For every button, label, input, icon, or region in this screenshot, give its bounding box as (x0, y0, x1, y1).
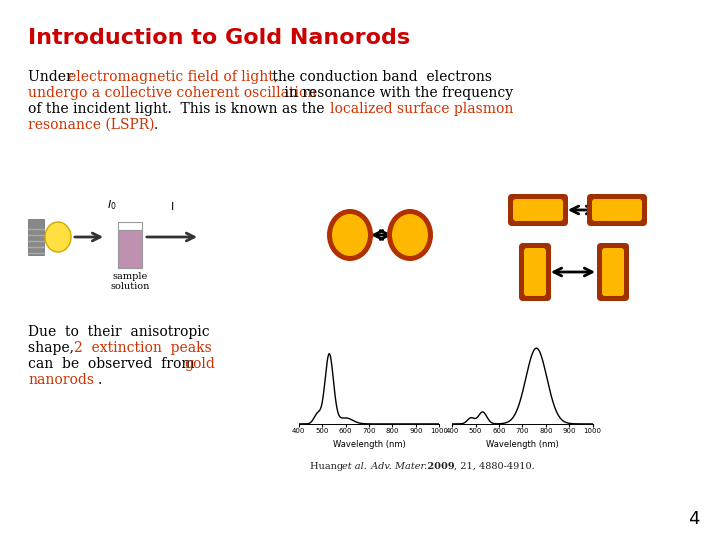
Text: et al.: et al. (342, 462, 367, 471)
Ellipse shape (45, 222, 71, 252)
Text: gold: gold (184, 357, 215, 371)
FancyBboxPatch shape (508, 194, 568, 226)
Text: shape,: shape, (28, 341, 83, 355)
Text: Introduction to Gold Nanorods: Introduction to Gold Nanorods (28, 28, 410, 48)
Bar (118, 222, 142, 230)
Text: nanorods: nanorods (28, 373, 94, 387)
Text: Due  to  their  anisotropic: Due to their anisotropic (28, 325, 210, 339)
Text: the conduction band  electrons: the conduction band electrons (268, 70, 492, 84)
Ellipse shape (327, 209, 373, 261)
FancyBboxPatch shape (519, 243, 551, 301)
Ellipse shape (332, 214, 368, 256)
FancyBboxPatch shape (587, 194, 647, 226)
X-axis label: Wavelength (nm): Wavelength (nm) (333, 440, 405, 449)
Bar (28, 219, 44, 255)
Text: of the incident light.  This is known as the: of the incident light. This is known as … (28, 102, 329, 116)
Text: electromagnetic field of light,: electromagnetic field of light, (68, 70, 278, 84)
X-axis label: Wavelength (nm): Wavelength (nm) (486, 440, 559, 449)
FancyBboxPatch shape (597, 243, 629, 301)
Text: Huang: Huang (310, 462, 346, 471)
Text: , 21, 4880-4910.: , 21, 4880-4910. (454, 462, 535, 471)
Text: .: . (98, 373, 102, 387)
FancyBboxPatch shape (602, 248, 624, 296)
Bar (118, 230, 142, 268)
Text: can  be  observed  from: can be observed from (28, 357, 203, 371)
FancyBboxPatch shape (513, 199, 563, 221)
Ellipse shape (387, 209, 433, 261)
Text: in resonance with the frequency: in resonance with the frequency (280, 86, 513, 100)
Text: 2  extinction  peaks: 2 extinction peaks (74, 341, 212, 355)
Text: 4: 4 (688, 510, 700, 528)
FancyBboxPatch shape (592, 199, 642, 221)
FancyBboxPatch shape (524, 248, 546, 296)
Text: localized surface plasmon: localized surface plasmon (330, 102, 513, 116)
Text: Adv. Mater.: Adv. Mater. (368, 462, 427, 471)
Text: I: I (171, 202, 174, 212)
Text: Under: Under (28, 70, 77, 84)
Text: sample
solution: sample solution (110, 272, 150, 292)
Ellipse shape (392, 214, 428, 256)
Text: 2009: 2009 (424, 462, 454, 471)
Text: undergo a collective coherent oscillation: undergo a collective coherent oscillatio… (28, 86, 316, 100)
Text: .: . (154, 118, 158, 132)
Text: resonance (LSPR): resonance (LSPR) (28, 118, 155, 132)
Text: $I_0$: $I_0$ (107, 198, 117, 212)
